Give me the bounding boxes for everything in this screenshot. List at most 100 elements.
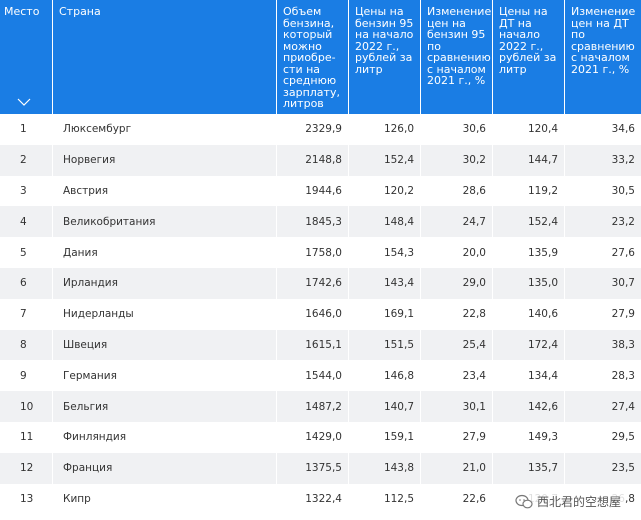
cell-rank: 10	[0, 391, 53, 422]
watermark: 西北君的空想屋	[510, 491, 625, 512]
cell-diesel-change: 30,5	[565, 175, 641, 207]
cell-diesel-price: 119,2	[493, 175, 565, 207]
cell-petrol-change: 30,6	[421, 114, 493, 145]
cell-volume: 1845,3	[277, 206, 349, 238]
cell-petrol-change: 20,0	[421, 237, 493, 268]
cell-diesel-price: 172,4	[493, 329, 565, 361]
cell-petrol-price: 143,4	[349, 267, 421, 299]
header-label: Место	[4, 5, 40, 18]
cell-rank: 7	[0, 298, 53, 330]
cell-diesel-price: 120,4	[493, 114, 565, 145]
cell-petrol-change: 28,6	[421, 175, 493, 207]
cell-country: Кипр	[53, 483, 277, 515]
cell-volume: 1544,0	[277, 360, 349, 392]
cell-rank: 3	[0, 175, 53, 207]
cell-diesel-price: 144,7	[493, 144, 565, 176]
cell-volume: 1944,6	[277, 175, 349, 207]
cell-rank: 1	[0, 114, 53, 145]
cell-petrol-change: 30,1	[421, 391, 493, 422]
cell-volume: 1742,6	[277, 267, 349, 299]
cell-rank: 5	[0, 237, 53, 268]
table-row: 10 Бельгия 1487,2 140,7 30,1 142,6 27,4	[0, 391, 641, 422]
cell-petrol-change: 21,0	[421, 452, 493, 484]
cell-rank: 4	[0, 206, 53, 238]
cell-petrol-price: 112,5	[349, 483, 421, 515]
cell-diesel-change: 29,5	[565, 421, 641, 453]
cell-volume: 2329,9	[277, 114, 349, 145]
cell-petrol-price: 159,1	[349, 421, 421, 453]
cell-rank: 11	[0, 421, 53, 453]
cell-diesel-price: 135,9	[493, 237, 565, 268]
table-row: 6 Ирландия 1742,6 143,4 29,0 135,0 30,7	[0, 267, 641, 299]
cell-diesel-change: 34,6	[565, 114, 641, 145]
cell-petrol-change: 23,4	[421, 360, 493, 392]
table-row: 5 Дания 1758,0 154,3 20,0 135,9 27,6	[0, 237, 641, 268]
table-row: 1 Люксембург 2329,9 126,0 30,6 120,4 34,6	[0, 114, 641, 145]
cell-diesel-change: 27,9	[565, 298, 641, 330]
cell-rank: 12	[0, 452, 53, 484]
cell-rank: 8	[0, 329, 53, 361]
cell-petrol-price: 140,7	[349, 391, 421, 422]
cell-country: Дания	[53, 237, 277, 268]
table-body: 1 Люксембург 2329,9 126,0 30,6 120,4 34,6 2 Норв…	[0, 114, 641, 515]
cell-petrol-price: 120,2	[349, 175, 421, 207]
cell-petrol-change: 22,6	[421, 483, 493, 515]
cell-country: Бельгия	[53, 391, 277, 422]
cell-diesel-change: 30,7	[565, 267, 641, 299]
table-row: 4 Великобритания 1845,3 148,4 24,7 152,4 23,2	[0, 206, 641, 238]
header-country[interactable]: Страна	[53, 0, 277, 114]
chevron-down-icon[interactable]	[17, 98, 31, 106]
cell-petrol-price: 148,4	[349, 206, 421, 238]
cell-country: Нидерланды	[53, 298, 277, 330]
cell-volume: 1322,4	[277, 483, 349, 515]
cell-country: Ирландия	[53, 267, 277, 299]
cell-volume: 1429,0	[277, 421, 349, 453]
cell-petrol-price: 169,1	[349, 298, 421, 330]
cell-petrol-price: 154,3	[349, 237, 421, 268]
cell-diesel-change: 33,2	[565, 144, 641, 176]
table-row: 9 Германия 1544,0 146,8 23,4 134,4 28,3	[0, 360, 641, 392]
header-petrol-price[interactable]: Цены на бензин 95 на начало 2022 г., руб…	[349, 0, 421, 114]
table-row: 8 Швеция 1615,1 151,5 25,4 172,4 38,3	[0, 329, 641, 361]
cell-country: Германия	[53, 360, 277, 392]
header-volume[interactable]: Объем бензина, который можно приобре-сти…	[277, 0, 349, 114]
table-row: 7 Нидерланды 1646,0 169,1 22,8 140,6 27,9	[0, 298, 641, 330]
cell-diesel-change: 38,3	[565, 329, 641, 361]
cell-country: Австрия	[53, 175, 277, 207]
cell-country: Норвегия	[53, 144, 277, 176]
header-petrol-change[interactable]: Изменение цен на бензин 95 по сравнению …	[421, 0, 493, 114]
cell-volume: 1375,5	[277, 452, 349, 484]
table-row: 12 Франция 1375,5 143,8 21,0 135,7 23,5	[0, 452, 641, 484]
cell-diesel-price: 142,6	[493, 391, 565, 422]
cell-petrol-price: 126,0	[349, 114, 421, 145]
chat-bubble-icon	[515, 494, 533, 508]
cell-volume: 1615,1	[277, 329, 349, 361]
cell-volume: 1487,2	[277, 391, 349, 422]
cell-volume: 1758,0	[277, 237, 349, 268]
cell-country: Великобритания	[53, 206, 277, 238]
cell-volume: 2148,8	[277, 144, 349, 176]
cell-rank: 6	[0, 267, 53, 299]
cell-diesel-price: 135,0	[493, 267, 565, 299]
table-header-row: Место Страна Объем бензина, который можн…	[0, 0, 641, 114]
cell-country: Финляндия	[53, 421, 277, 453]
cell-diesel-price: 152,4	[493, 206, 565, 238]
cell-diesel-change: 28,3	[565, 360, 641, 392]
header-diesel-change[interactable]: Изменение цен на ДТ по сравнению с начал…	[565, 0, 641, 114]
table-row: 11 Финляндия 1429,0 159,1 27,9 149,3 29,5	[0, 421, 641, 453]
cell-diesel-price: 149,3	[493, 421, 565, 453]
header-rank[interactable]: Место	[0, 0, 53, 114]
cell-petrol-change: 29,0	[421, 267, 493, 299]
cell-petrol-price: 143,8	[349, 452, 421, 484]
cell-petrol-change: 24,7	[421, 206, 493, 238]
header-diesel-price[interactable]: Цены на ДТ на начало 2022 г., рублей за …	[493, 0, 565, 114]
cell-volume: 1646,0	[277, 298, 349, 330]
cell-diesel-price: 134,4	[493, 360, 565, 392]
table-row: 3 Австрия 1944,6 120,2 28,6 119,2 30,5	[0, 175, 641, 207]
cell-diesel-price: 135,7	[493, 452, 565, 484]
cell-rank: 9	[0, 360, 53, 392]
table-row: 2 Норвегия 2148,8 152,4 30,2 144,7 33,2	[0, 144, 641, 176]
cell-diesel-price: 140,6	[493, 298, 565, 330]
cell-petrol-change: 27,9	[421, 421, 493, 453]
